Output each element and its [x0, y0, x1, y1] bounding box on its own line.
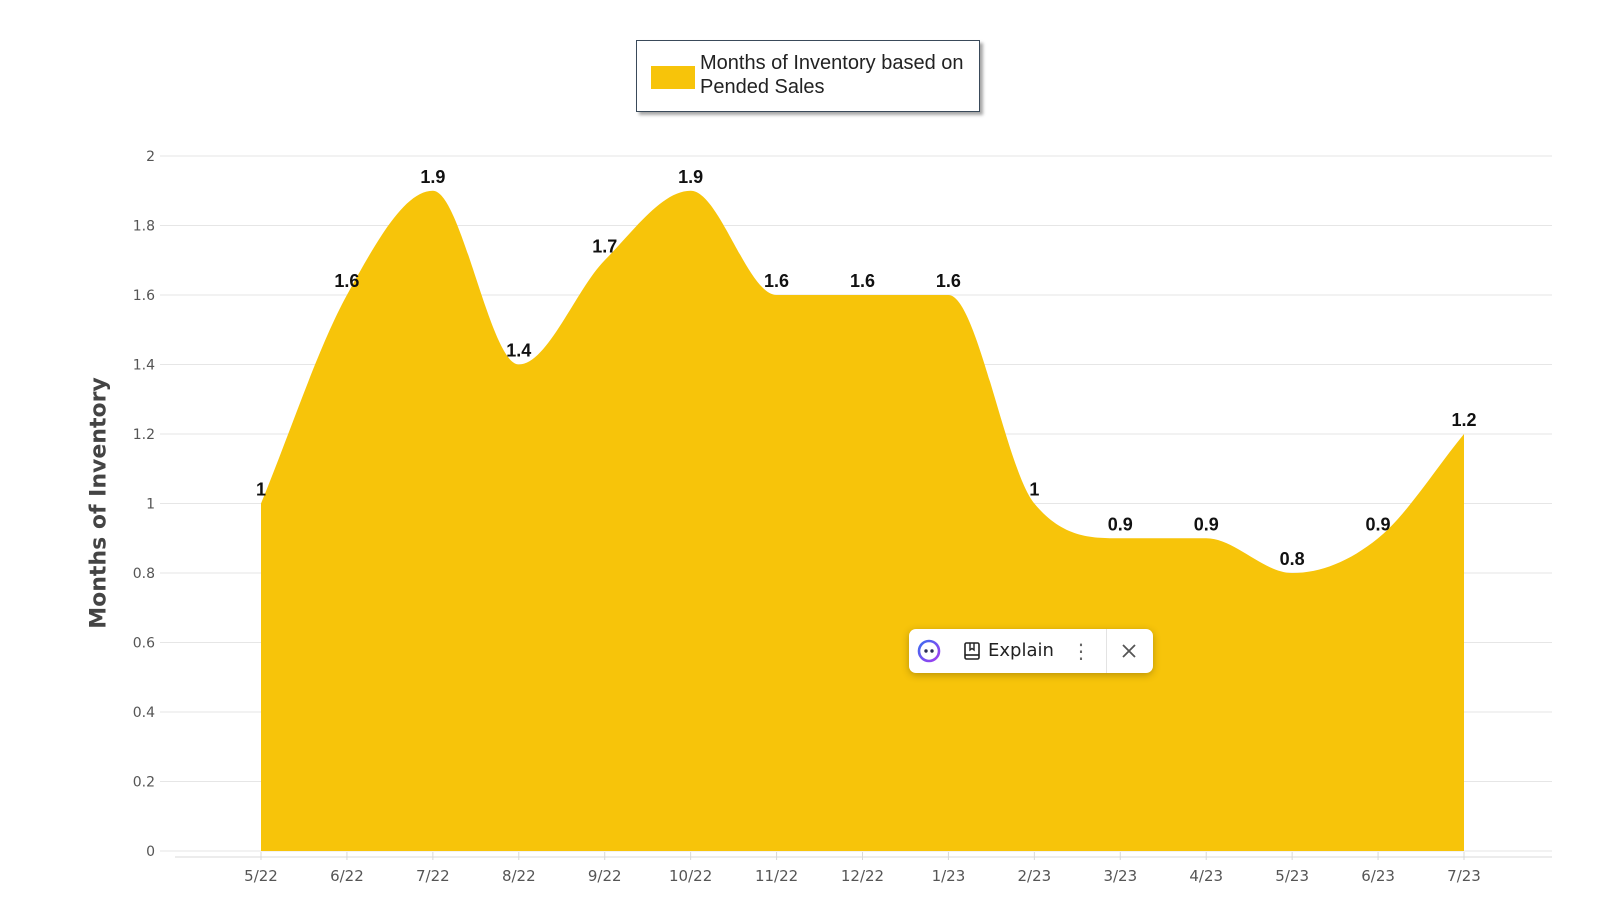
- x-tick-label: 7/23: [1447, 867, 1481, 885]
- data-label: 1.6: [334, 271, 359, 291]
- x-tick-label: 6/23: [1361, 867, 1395, 885]
- data-label: 0.9: [1108, 514, 1133, 534]
- series-area: [261, 190, 1464, 851]
- x-tick-label: 5/22: [244, 867, 278, 885]
- y-tick-label: 1.8: [133, 219, 155, 235]
- y-tick-label: 0.4: [133, 705, 155, 721]
- x-tick-label: 3/23: [1103, 867, 1137, 885]
- book-icon: [964, 642, 980, 660]
- y-tick-label: 2: [146, 149, 155, 165]
- y-tick-label: 1.6: [133, 288, 155, 304]
- x-tick-label: 9/22: [588, 867, 622, 885]
- close-icon[interactable]: [1119, 641, 1139, 661]
- x-tick-label: 6/22: [330, 867, 364, 885]
- x-tick-label: 2/23: [1018, 867, 1052, 885]
- x-tick-label: 11/22: [755, 867, 798, 885]
- data-label: 1.7: [592, 236, 617, 256]
- y-tick-label: 0.6: [133, 636, 155, 652]
- x-tick-label: 8/22: [502, 867, 536, 885]
- data-label: 0.9: [1366, 514, 1391, 534]
- explain-popup: Explain ⋮: [909, 629, 1153, 673]
- y-axis-ticks: 0 0.2 0.4 0.6 0.8 1 1.2 1.4 1.6 1.8 2: [133, 149, 155, 860]
- x-tick-label: 10/22: [669, 867, 712, 885]
- data-label: 1: [1029, 480, 1039, 500]
- x-tick-label: 5/23: [1275, 867, 1309, 885]
- x-tick-label: 12/22: [841, 867, 884, 885]
- data-label: 1.9: [678, 167, 703, 187]
- y-tick-label: 0.8: [133, 566, 155, 582]
- x-tick-label: 4/23: [1189, 867, 1223, 885]
- data-label: 1.4: [506, 341, 531, 361]
- data-label: 1.6: [936, 271, 961, 291]
- y-tick-label: 0.2: [133, 775, 155, 791]
- data-labels: 1 1.6 1.9 1.4 1.7 1.9 1.6 1.6 1.6 1 0.9 0.9 0.8 0.9 1.…: [256, 167, 1477, 569]
- popup-divider: [1106, 629, 1107, 673]
- explain-button[interactable]: Explain: [988, 640, 1054, 661]
- y-tick-label: 0: [146, 844, 155, 860]
- legend-label: Months of Inventory based on Pended Sale…: [700, 52, 964, 98]
- y-tick-label: 1.4: [133, 358, 155, 374]
- y-tick-label: 1.2: [133, 427, 155, 443]
- x-axis: 5/22 6/22 7/22 8/22 9/22 10/22 11/22 12/22 1/23 2…: [175, 852, 1552, 885]
- data-label: 1.2: [1451, 410, 1476, 430]
- more-vertical-icon[interactable]: ⋮: [1071, 639, 1091, 663]
- data-label: 1.6: [850, 271, 875, 291]
- data-label: 1.9: [420, 167, 445, 187]
- legend: Months of Inventory based on Pended Sale…: [636, 40, 980, 112]
- legend-swatch: [651, 66, 695, 89]
- data-label: 0.9: [1194, 514, 1219, 534]
- x-tick-label: 7/22: [416, 867, 450, 885]
- data-label: 0.8: [1280, 549, 1305, 569]
- data-label: 1: [256, 480, 266, 500]
- assistant-logo-icon[interactable]: [917, 639, 941, 663]
- y-tick-label: 1: [146, 497, 155, 513]
- data-label: 1.6: [764, 271, 789, 291]
- area-fill: [261, 190, 1464, 851]
- x-tick-label: 1/23: [932, 867, 966, 885]
- y-axis-label: Months of Inventory: [86, 377, 112, 629]
